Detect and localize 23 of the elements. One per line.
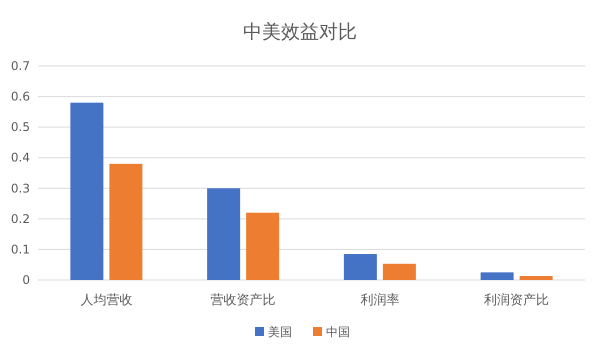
y-tick-label: 0.6 <box>10 90 30 104</box>
bar <box>382 264 416 280</box>
x-tick-label: 人均营收 <box>80 293 132 308</box>
bar <box>246 212 280 280</box>
chart-title: 中美效益对比 <box>243 21 357 43</box>
x-tick-label: 营收资产比 <box>210 293 276 308</box>
legend-label: 中国 <box>326 325 350 339</box>
bar <box>344 254 377 280</box>
bar <box>520 276 553 280</box>
legend-label: 美国 <box>268 325 292 339</box>
bar <box>480 272 514 280</box>
x-tick-label: 利润率 <box>360 292 400 308</box>
y-tick-label: 0.4 <box>10 150 30 165</box>
y-tick-label: 0.1 <box>10 242 30 256</box>
y-tick-label: 0.7 <box>10 59 30 73</box>
y-tick-label: 0.3 <box>10 181 30 196</box>
bar <box>207 188 240 280</box>
bar <box>109 164 142 280</box>
y-tick-label: 0 <box>22 273 30 287</box>
y-tick-label: 0.2 <box>10 212 30 226</box>
bar <box>70 102 104 280</box>
x-tick-label: 利润资产比 <box>484 293 550 308</box>
y-tick-label: 0.5 <box>10 120 30 134</box>
